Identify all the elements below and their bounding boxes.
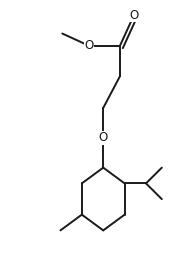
Text: O: O: [129, 9, 139, 22]
Text: O: O: [84, 39, 94, 52]
Text: O: O: [99, 131, 108, 144]
